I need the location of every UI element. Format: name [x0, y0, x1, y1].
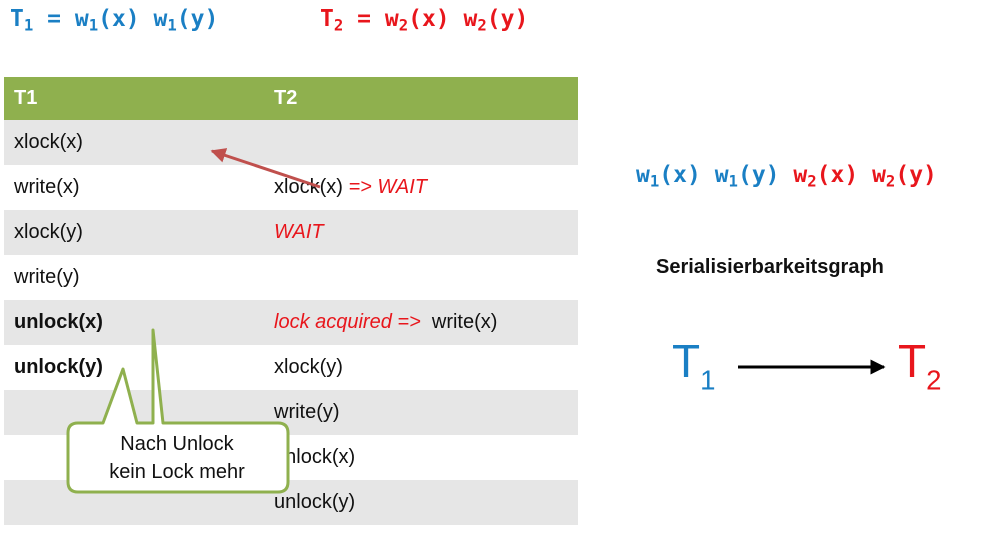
t2-cell: xlock(y)	[264, 345, 578, 390]
schedule-op: w2(x)	[793, 162, 859, 191]
t2-operation: xlock(x)	[274, 176, 349, 198]
resulting-schedule: w1(x) w1(y) w2(x) w2(y)	[636, 162, 937, 191]
graph-node-t1: T1	[672, 335, 716, 396]
table-row: unlock(y) xlock(y)	[4, 345, 578, 390]
t2-operation: unlock(x)	[274, 446, 356, 468]
callout-note: Nach Unlock kein Lock mehr	[68, 430, 286, 486]
schedule-op: w1(x)	[636, 162, 701, 191]
t1-definition: T1 = w1(x) w1(y)	[10, 6, 219, 35]
t1-cell: write(x)	[4, 165, 264, 210]
t2-cell	[264, 120, 578, 165]
callout-line-2: kein Lock mehr	[109, 461, 245, 483]
lock-wait-arrow	[210, 148, 321, 189]
table-row: unlock(x) lock acquired => write(x)	[4, 300, 578, 345]
schedule-op: w1(y)	[714, 162, 780, 191]
table-header-row: T1 T2	[4, 77, 578, 120]
table-row: write(y)	[4, 255, 578, 300]
callout-bubble	[66, 328, 290, 494]
table-body: xlock(x) write(x) xlock(x) => WAIT xlock(y)…	[4, 120, 578, 525]
column-header-t2: T2	[264, 77, 578, 120]
t2-cell: WAIT	[264, 210, 578, 255]
t2-definition: T2 = w2(x) w2(y)	[320, 6, 529, 35]
t2-operation: xlock(y)	[274, 356, 343, 378]
t2-wait-status: WAIT	[274, 221, 324, 243]
t1-cell: write(y)	[4, 255, 264, 300]
t2-cell: write(y)	[264, 390, 578, 435]
graph-title: Serialisierbarkeitsgraph	[656, 256, 884, 278]
t2-operation-after: write(x)	[426, 311, 498, 333]
t2-cell: unlock(x)	[264, 435, 578, 480]
t1-cell: unlock(x)	[4, 300, 264, 345]
t1-cell: xlock(y)	[4, 210, 264, 255]
t2-operation: write(y)	[274, 401, 340, 423]
t2-wait-status: lock acquired =>	[274, 311, 427, 333]
t2-cell	[264, 255, 578, 300]
t2-operation: unlock(y)	[274, 491, 356, 513]
callout-line-1: Nach Unlock	[120, 433, 234, 455]
t2-cell: lock acquired => write(x)	[264, 300, 578, 345]
t1-cell: unlock(y)	[4, 345, 264, 390]
schedule-op: w2(y)	[872, 162, 937, 191]
table-row: write(x) xlock(x) => WAIT	[4, 165, 578, 210]
lock-schedule-table: T1 T2 xlock(x) write(x) xlock(x) => WAIT xl…	[4, 77, 578, 525]
t2-wait-status: => WAIT	[348, 176, 427, 198]
table-row: xlock(y) WAIT	[4, 210, 578, 255]
t2-cell: unlock(y)	[264, 480, 578, 525]
t2-cell: xlock(x) => WAIT	[264, 165, 578, 210]
graph-node-t2: T2	[898, 335, 942, 396]
column-header-t1: T1	[4, 77, 264, 120]
